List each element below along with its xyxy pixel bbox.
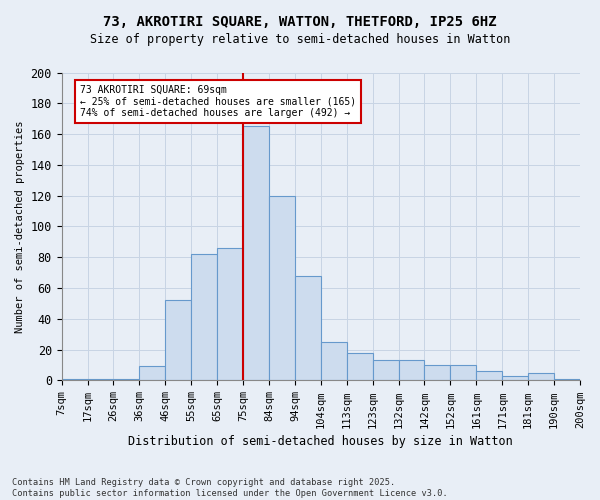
Y-axis label: Number of semi-detached properties: Number of semi-detached properties [15,120,25,332]
Bar [139,366,166,380]
Bar [217,248,243,380]
Bar [424,365,451,380]
Bar [554,379,580,380]
Bar [398,360,424,380]
Bar [269,196,295,380]
Bar [502,376,528,380]
Text: 73 AKROTIRI SQUARE: 69sqm
← 25% of semi-detached houses are smaller (165)
74% of: 73 AKROTIRI SQUARE: 69sqm ← 25% of semi-… [80,85,356,118]
Bar [451,365,476,380]
Bar [321,342,347,380]
Bar [528,372,554,380]
Bar [476,371,502,380]
Bar [191,254,217,380]
Text: 73, AKROTIRI SQUARE, WATTON, THETFORD, IP25 6HZ: 73, AKROTIRI SQUARE, WATTON, THETFORD, I… [103,15,497,29]
Bar [347,352,373,380]
Bar [166,300,191,380]
Bar [295,276,321,380]
Text: Size of property relative to semi-detached houses in Watton: Size of property relative to semi-detach… [90,32,510,46]
X-axis label: Distribution of semi-detached houses by size in Watton: Distribution of semi-detached houses by … [128,434,513,448]
Bar [62,379,88,380]
Bar [373,360,398,380]
Text: Contains HM Land Registry data © Crown copyright and database right 2025.
Contai: Contains HM Land Registry data © Crown c… [12,478,448,498]
Bar [113,379,139,380]
Bar [88,379,113,380]
Bar [243,126,269,380]
